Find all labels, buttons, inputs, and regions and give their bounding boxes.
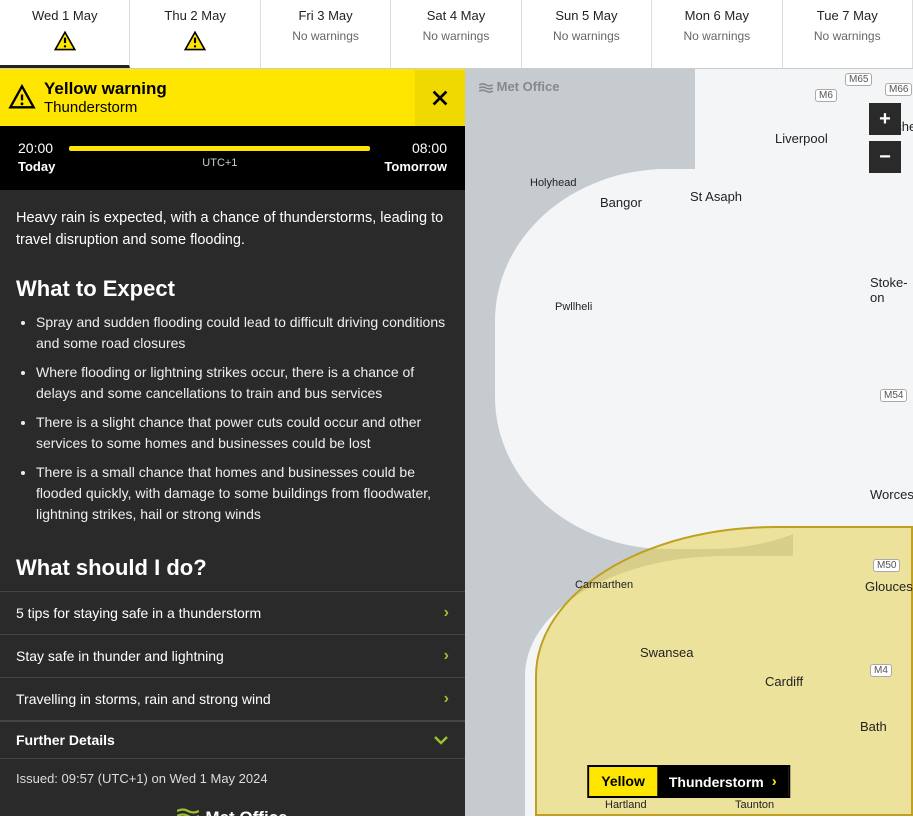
date-tab[interactable]: Wed 1 May [0,0,130,68]
chevron-down-icon [433,732,449,748]
tab-date-label: Mon 6 May [656,8,777,23]
map-attribution: Met Office [479,79,559,94]
zoom-out-button[interactable]: − [869,141,901,173]
date-tabs: Wed 1 MayThu 2 MayFri 3 MayNo warningsSa… [0,0,913,69]
warning-triangle-icon [0,76,44,120]
map-city-label[interactable]: Bangor [600,195,642,210]
main-content: Yellow warning Thunderstorm 20:00 Today … [0,69,913,816]
date-tab[interactable]: Fri 3 May No warnings [261,0,391,68]
further-details-label: Further Details [16,732,115,748]
zoom-in-button[interactable]: + [869,103,901,135]
map-city-label[interactable]: Pwllheli [555,301,592,313]
map-city-label[interactable]: Bath [860,719,887,734]
map-legend-button[interactable]: Yellow Thunderstorm › [587,765,790,798]
brand-name: Met Office [205,808,287,817]
end-time-block: 08:00 Tomorrow [384,140,447,174]
date-tab[interactable]: Sat 4 May No warnings [391,0,521,68]
date-tab[interactable]: Mon 6 May No warnings [652,0,782,68]
legend-type: Thunderstorm [669,774,764,790]
tab-date-label: Sun 5 May [526,8,647,23]
map-city-label[interactable]: Cardiff [765,674,803,689]
expect-heading: What to Expect [0,262,465,312]
chevron-right-icon: › [444,690,449,708]
close-icon [429,87,451,109]
legend-level: Yellow [589,767,657,796]
map-city-label[interactable]: Glouces [865,579,913,594]
met-office-logo-icon [177,808,199,816]
map-city-label[interactable]: Stoke-on [870,275,913,305]
warning-triangle-icon [182,29,208,55]
tab-date-label: Tue 7 May [787,8,908,23]
warning-summary: Heavy rain is expected, with a chance of… [0,190,465,262]
map-viewport[interactable]: Met Office + − Liverpool Holyhead Bangor St… [465,69,913,816]
advice-link[interactable]: 5 tips for staying safe in a thunderstor… [0,591,465,635]
map-road-label: M6 [815,89,837,102]
action-heading: What should I do? [0,541,465,591]
time-track: UTC+1 [69,146,370,169]
expect-list: Spray and sudden flooding could lead to … [0,312,465,541]
map-city-label[interactable]: Carmarthen [575,579,633,591]
map-attribution-text: Met Office [497,79,560,94]
issued-timestamp: Issued: 09:57 (UTC+1) on Wed 1 May 2024 [0,759,465,798]
advice-link-label: Stay safe in thunder and lightning [16,648,224,664]
tab-status-label: No warnings [656,29,777,43]
tab-date-label: Wed 1 May [4,8,125,23]
chevron-right-icon: › [444,604,449,622]
tab-date-label: Thu 2 May [134,8,255,23]
legend-type-block: Thunderstorm › [657,767,789,796]
further-details-toggle[interactable]: Further Details [0,721,465,759]
tab-status-label: No warnings [395,29,516,43]
warning-triangle-icon [52,29,78,55]
tab-status-label: No warnings [787,29,908,43]
brand-footer: Met Office [0,798,465,817]
advice-link-label: Travelling in storms, rain and strong wi… [16,691,271,707]
map-city-label[interactable]: Hartland [605,799,647,811]
start-time-block: 20:00 Today [18,140,55,174]
date-tab[interactable]: Thu 2 May [130,0,260,68]
chevron-right-icon: › [444,647,449,665]
map-road-label: M66 [885,83,912,96]
map-city-label[interactable]: Worces [870,487,913,502]
warning-title-block: Yellow warning Thunderstorm [44,69,415,126]
close-button[interactable] [415,70,465,126]
map-city-label[interactable]: Holyhead [530,177,576,189]
map-city-label[interactable]: Liverpool [775,131,828,146]
warning-level: Yellow warning [44,79,415,99]
expect-item: Where flooding or lightning strikes occu… [36,362,449,404]
map-city-label[interactable]: Swansea [640,645,693,660]
tab-status-label: No warnings [265,29,386,43]
warning-header: Yellow warning Thunderstorm [0,69,465,126]
advice-link-label: 5 tips for staying safe in a thunderstor… [16,605,261,621]
map-city-label[interactable]: Taunton [735,799,774,811]
start-label: Today [18,159,55,174]
expect-item: There is a slight chance that power cuts… [36,412,449,454]
end-time: 08:00 [384,140,447,156]
warning-panel: Yellow warning Thunderstorm 20:00 Today … [0,69,465,816]
advice-link[interactable]: Stay safe in thunder and lightning › [0,635,465,678]
map-land-layer [495,169,913,549]
zoom-controls: + − [869,103,901,179]
expect-item: Spray and sudden flooding could lead to … [36,312,449,354]
date-tab[interactable]: Sun 5 May No warnings [522,0,652,68]
map-road-label: M54 [880,389,907,402]
tab-status-label: No warnings [526,29,647,43]
warning-type: Thunderstorm [44,99,415,116]
end-label: Tomorrow [384,159,447,174]
expect-item: There is a small chance that homes and b… [36,462,449,525]
advice-link[interactable]: Travelling in storms, rain and strong wi… [0,678,465,721]
tab-date-label: Fri 3 May [265,8,386,23]
time-progress-bar [69,146,370,151]
map-road-label: M65 [845,73,872,86]
map-road-label: M50 [873,559,900,572]
map-city-label[interactable]: St Asaph [690,189,742,204]
time-range-bar: 20:00 Today UTC+1 08:00 Tomorrow [0,126,465,190]
date-tab[interactable]: Tue 7 May No warnings [783,0,913,68]
timezone-label: UTC+1 [69,157,370,169]
chevron-right-icon: › [772,773,777,790]
start-time: 20:00 [18,140,55,156]
map-road-label: M4 [870,664,892,677]
tab-date-label: Sat 4 May [395,8,516,23]
